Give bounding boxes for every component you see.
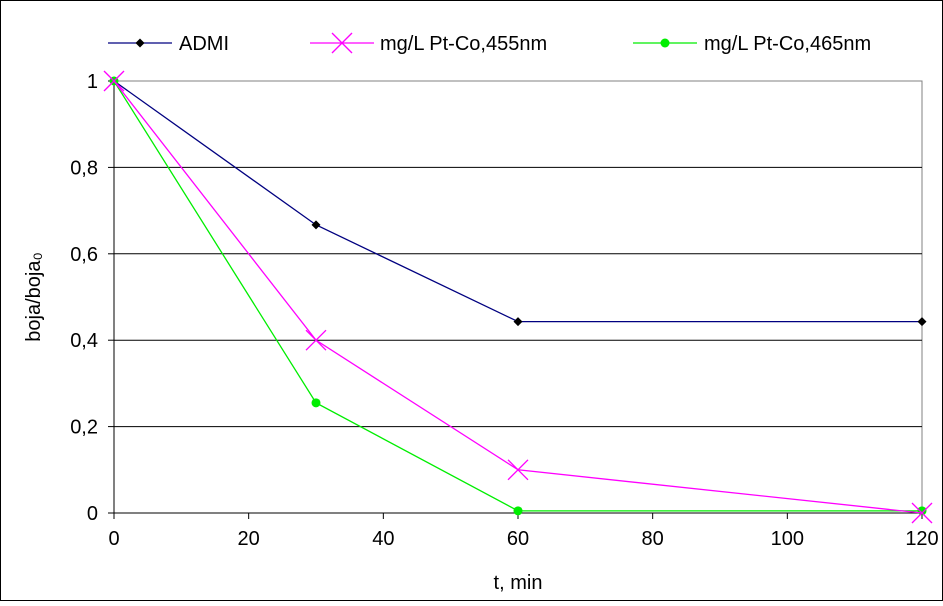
legend-label: mg/L Pt-Co,455nm xyxy=(380,33,547,55)
legend-swatch-marker xyxy=(331,32,353,54)
plot-area xyxy=(113,80,923,514)
x-tick-label: 60 xyxy=(507,528,529,550)
data-point xyxy=(917,317,927,327)
data-point xyxy=(507,459,529,481)
legend-item-0: ADMI xyxy=(108,33,229,55)
series-line xyxy=(113,80,922,512)
x-marker-stroke xyxy=(331,32,353,54)
y-tick-label: 0,6 xyxy=(70,244,98,266)
legend-label: ADMI xyxy=(179,33,229,55)
legend-swatch-marker xyxy=(660,38,670,48)
y-tick-label: 0,4 xyxy=(70,330,98,352)
legend-swatch-marker xyxy=(135,38,145,48)
y-tick-label: 0 xyxy=(87,503,98,525)
y-tick-label: 0,2 xyxy=(70,417,98,439)
x-marker-stroke xyxy=(103,70,125,92)
x-marker-stroke xyxy=(507,459,529,481)
data-point xyxy=(311,398,321,408)
x-marker-stroke xyxy=(305,329,327,351)
x-tick-label: 0 xyxy=(108,528,119,550)
series-line xyxy=(113,80,922,323)
data-point xyxy=(917,506,927,516)
legend: ADMI mg/L Pt-Co,455nm mg/L Pt-Co,465nm xyxy=(108,32,871,55)
x-axis-title: t, min xyxy=(494,572,543,594)
data-point xyxy=(103,70,125,92)
x-tick-label: 100 xyxy=(771,528,804,550)
axes: 0 0,2 0,4 0,6 0,8 1 0 20 40 60 80 100 120 xyxy=(70,71,939,550)
x-tick-label: 20 xyxy=(238,528,260,550)
data-point xyxy=(305,329,327,351)
data-point xyxy=(513,317,523,327)
y-tick-label: 1 xyxy=(87,71,98,93)
series-1 xyxy=(103,70,933,524)
legend-item-2: mg/L Pt-Co,465nm xyxy=(633,33,871,55)
data-point xyxy=(513,506,523,516)
y-axis-title: boja/boja₀ xyxy=(23,252,45,341)
legend-item-1: mg/L Pt-Co,455nm xyxy=(310,32,547,55)
series-line xyxy=(113,80,923,514)
data-point xyxy=(311,220,321,230)
y-tick-label: 0,8 xyxy=(70,157,98,179)
x-tick-label: 80 xyxy=(642,528,664,550)
x-marker-stroke xyxy=(911,502,933,524)
series-0 xyxy=(109,76,927,327)
data-point xyxy=(911,502,933,524)
x-tick-label: 120 xyxy=(905,528,938,550)
legend-label: mg/L Pt-Co,465nm xyxy=(704,33,871,55)
x-tick-label: 40 xyxy=(372,528,394,550)
series-lines xyxy=(103,70,933,524)
